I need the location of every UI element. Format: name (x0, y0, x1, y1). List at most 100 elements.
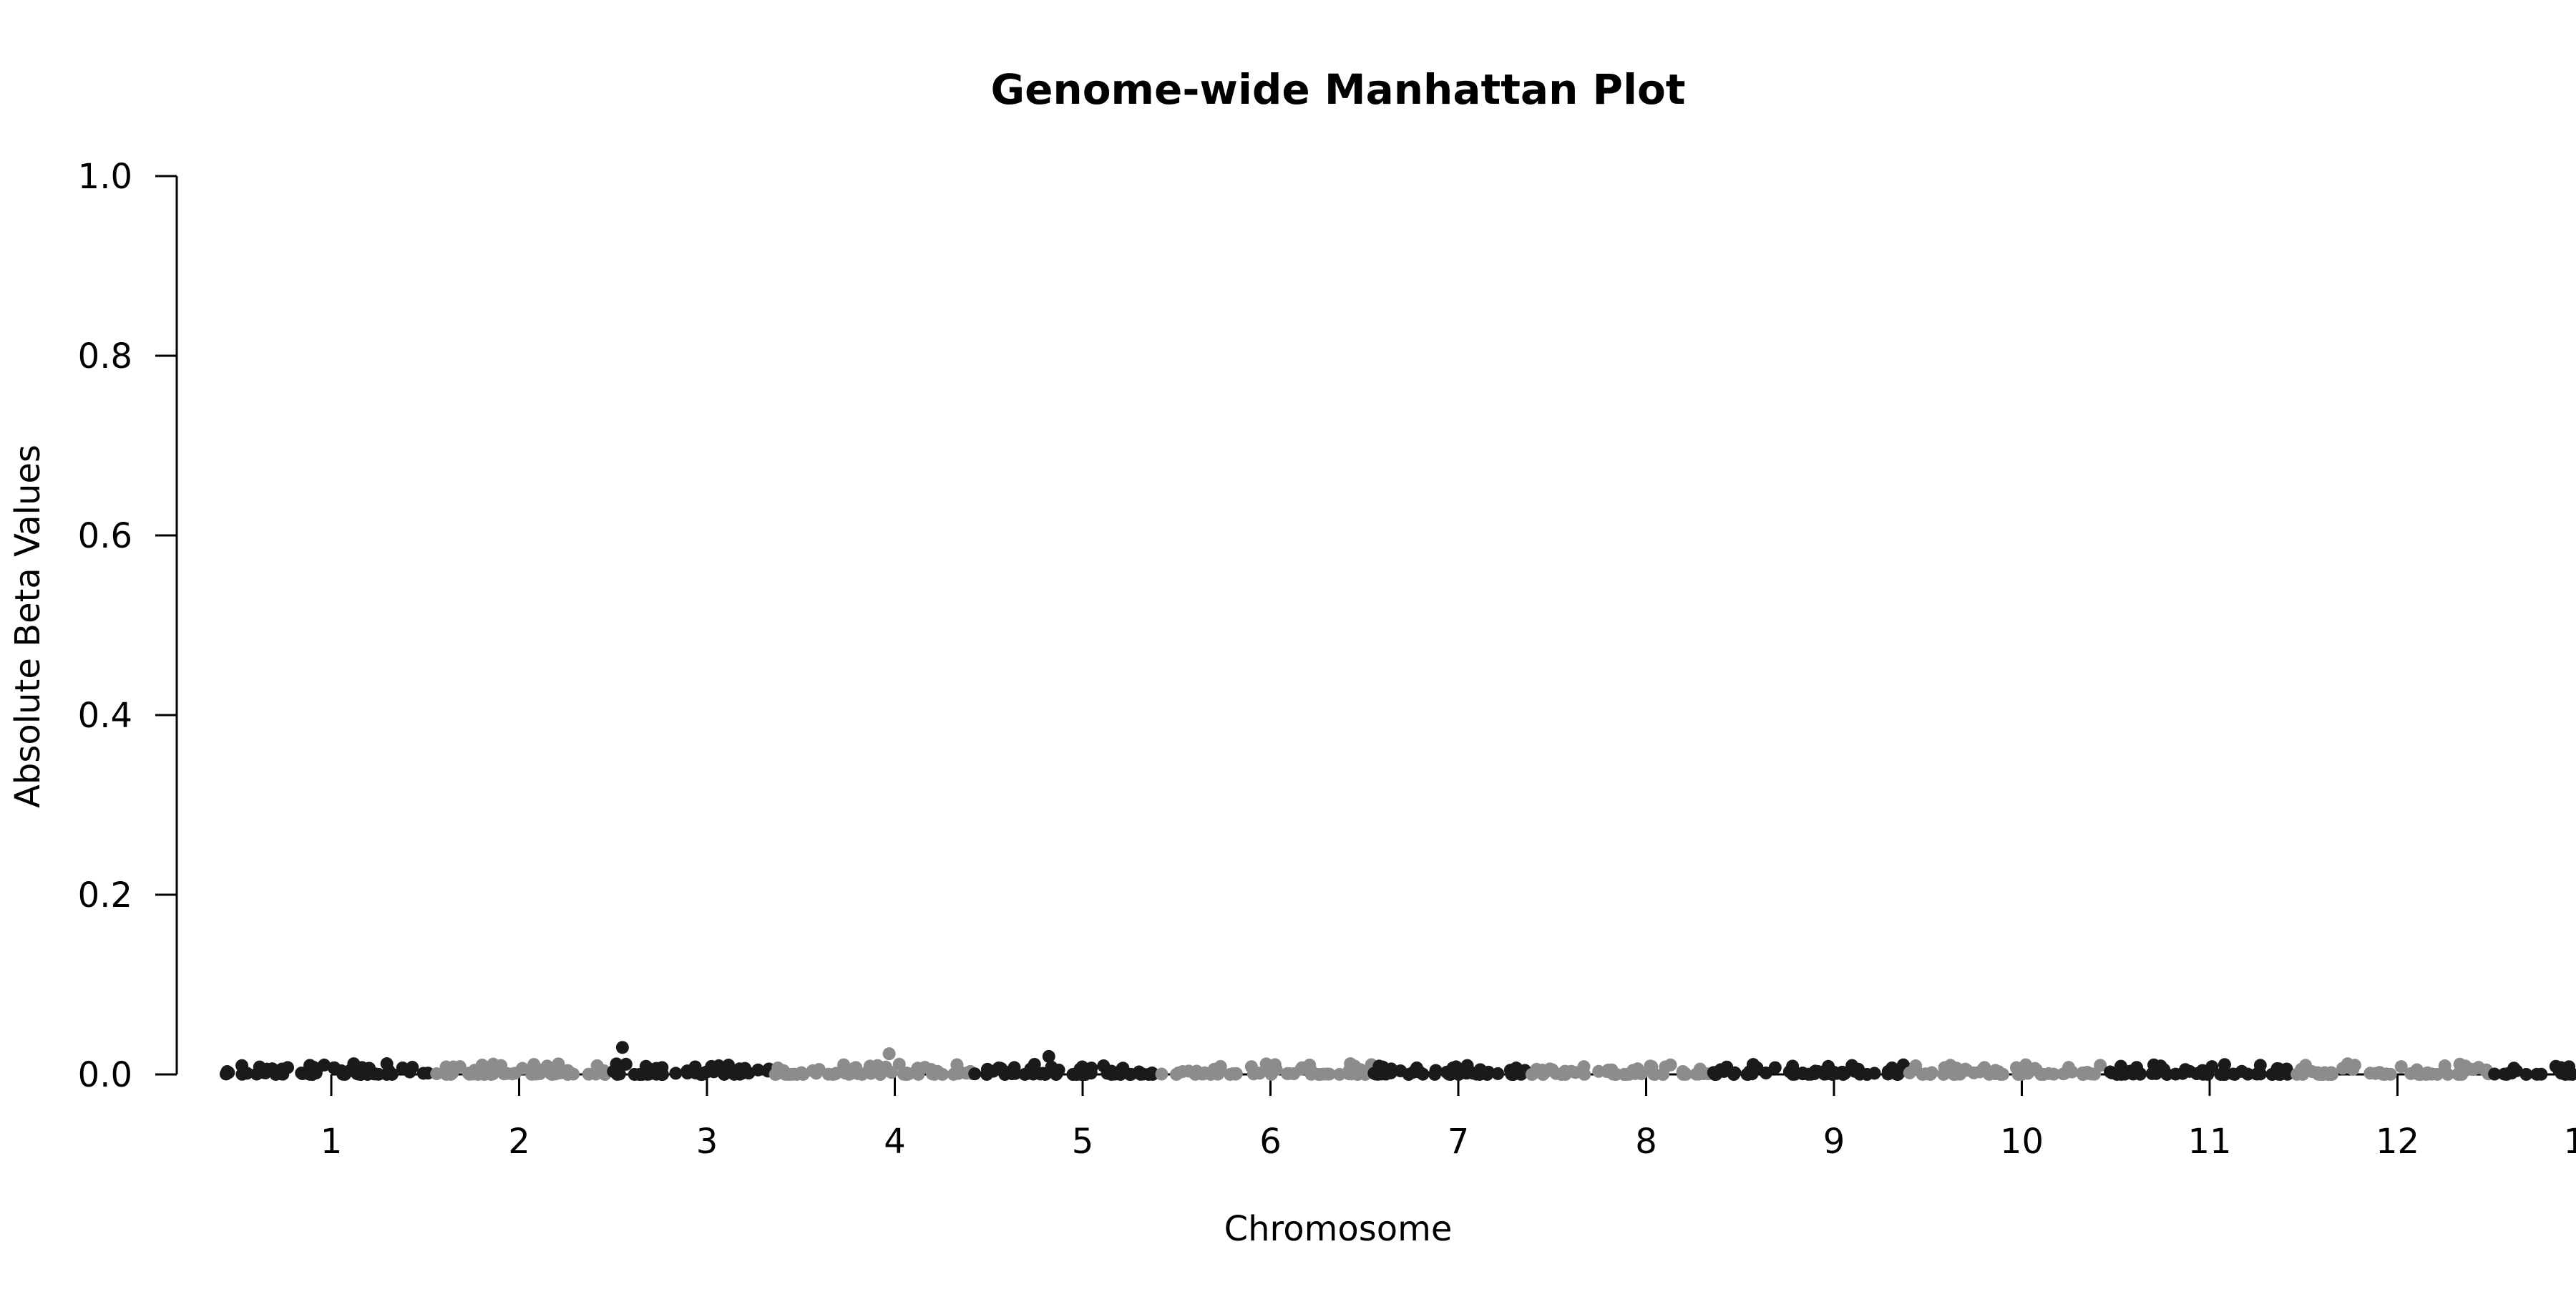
data-point (371, 1067, 385, 1081)
data-point (561, 1067, 575, 1081)
data-point (1085, 1062, 1098, 1075)
data-point (1097, 1059, 1111, 1072)
axes: 0.00.20.40.60.81.01234567891011121315171… (78, 157, 2576, 1162)
data-point (265, 1062, 279, 1076)
data-point (795, 1066, 809, 1079)
data-point (552, 1057, 565, 1071)
x-tick-label: 11 (2187, 1122, 2231, 1162)
data-point (1375, 1067, 1388, 1081)
data-point (2235, 1064, 2248, 1078)
data-point (1026, 1067, 1040, 1081)
data-point (892, 1057, 906, 1071)
data-point (1282, 1067, 1296, 1080)
x-tick-label: 1 (321, 1122, 343, 1162)
data-point (1605, 1063, 1619, 1077)
data-point (2451, 1067, 2465, 1080)
data-point (2565, 1067, 2576, 1081)
data-point (363, 1062, 376, 1075)
data-point (2253, 1059, 2267, 1072)
data-point (2133, 1067, 2147, 1080)
data-point (2488, 1067, 2502, 1081)
data-point (698, 1066, 712, 1079)
data-point (1073, 1067, 1086, 1080)
data-point (829, 1067, 843, 1080)
x-tick-label: 10 (2000, 1122, 2044, 1162)
data-point (590, 1059, 604, 1072)
data-point (1322, 1067, 1336, 1081)
data-point (1916, 1067, 1929, 1081)
data-point (918, 1061, 932, 1074)
data-point (879, 1060, 892, 1074)
data-point (430, 1067, 444, 1081)
data-point (1169, 1067, 1183, 1081)
data-point (1458, 1062, 1472, 1076)
data-point (717, 1064, 731, 1077)
x-axis-label: Chromosome (1224, 1209, 1453, 1249)
data-point (2319, 1067, 2333, 1080)
data-point (2094, 1059, 2107, 1072)
y-axis-label: Absolute Beta Values (8, 445, 48, 808)
data-point (2157, 1063, 2171, 1077)
data-point (619, 1057, 633, 1071)
x-tick-label: 9 (1823, 1122, 1845, 1162)
data-point (1546, 1063, 1559, 1077)
y-tick-label: 1.0 (78, 157, 132, 197)
data-point (1105, 1067, 1118, 1081)
data-point (931, 1066, 945, 1079)
y-tick-label: 0.0 (78, 1055, 132, 1095)
data-point (1903, 1066, 1916, 1079)
data-point (1960, 1064, 1974, 1077)
data-point (1301, 1061, 1314, 1074)
data-point (533, 1067, 547, 1081)
data-point (1868, 1067, 1881, 1080)
data-point (281, 1061, 295, 1074)
data-point (527, 1058, 541, 1072)
data-point (403, 1065, 416, 1079)
data-point (2505, 1067, 2519, 1080)
data-point (497, 1067, 511, 1081)
x-tick-label: 3 (696, 1122, 718, 1162)
data-point (1132, 1065, 1146, 1079)
y-tick-label: 0.2 (78, 875, 132, 915)
data-point (2011, 1067, 2025, 1081)
data-point (2306, 1065, 2319, 1079)
data-point (219, 1067, 233, 1081)
data-point (734, 1065, 748, 1079)
data-point (844, 1067, 858, 1080)
data-point (2036, 1067, 2050, 1081)
data-point (2021, 1067, 2034, 1080)
data-point (1050, 1067, 1063, 1080)
data-point (1948, 1067, 1962, 1081)
x-tick-label: 6 (1259, 1122, 1282, 1162)
data-point (1848, 1064, 1862, 1078)
data-point (1937, 1067, 1951, 1081)
x-tick-label: 12 (2376, 1122, 2419, 1162)
data-point (2290, 1067, 2304, 1081)
data-point (1745, 1067, 1759, 1081)
data-point (475, 1058, 489, 1072)
x-tick-label: 13 (2563, 1122, 2576, 1162)
y-tick-label: 0.8 (78, 336, 132, 377)
data-point (1664, 1058, 1677, 1072)
data-point-peak (882, 1047, 896, 1061)
data-point (2076, 1067, 2089, 1081)
data-point (2424, 1067, 2437, 1081)
data-point (1429, 1064, 1443, 1077)
data-point-peak (615, 1041, 629, 1054)
data-point (2394, 1060, 2408, 1074)
data-point (2214, 1067, 2228, 1081)
data-point (2534, 1067, 2548, 1081)
data-point (1707, 1066, 1720, 1079)
data-point (1786, 1059, 1800, 1073)
data-point (2348, 1059, 2361, 1072)
x-tick-label: 5 (1072, 1122, 1094, 1162)
chart-title: Genome-wide Manhattan Plot (990, 65, 1685, 114)
data-point (1676, 1064, 1689, 1078)
data-point (1644, 1059, 1657, 1073)
data-point (812, 1063, 826, 1077)
data-point (2404, 1067, 2418, 1080)
data-point (2104, 1065, 2117, 1079)
data-point (1507, 1067, 1521, 1081)
data-point (610, 1057, 623, 1071)
data-point (235, 1067, 249, 1081)
